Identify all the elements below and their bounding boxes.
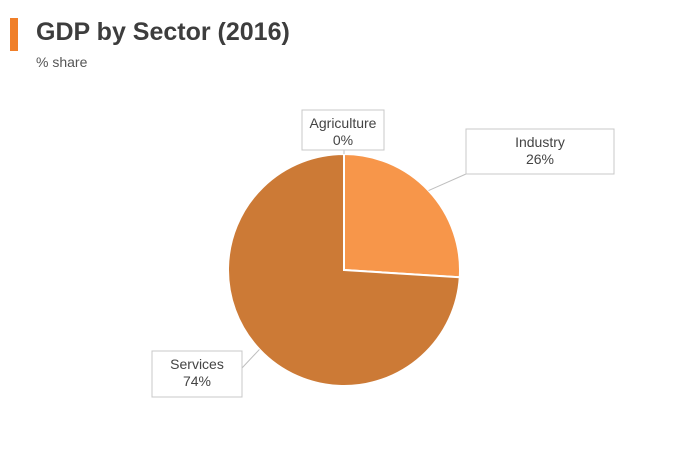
data-label-name-agriculture: Agriculture xyxy=(310,115,377,131)
pie-slice-industry xyxy=(343,152,461,279)
data-label-name-industry: Industry xyxy=(515,134,565,150)
title-accent-bar xyxy=(10,18,18,51)
leader-line-services xyxy=(241,349,260,369)
data-label-name-services: Services xyxy=(170,356,224,372)
data-label-box-services xyxy=(151,350,243,398)
data-label-box-agriculture xyxy=(301,109,385,151)
data-label-box-industry xyxy=(465,128,615,175)
data-label-value-industry: 26% xyxy=(526,151,554,167)
data-label-value-agriculture: 0% xyxy=(333,132,353,148)
data-label-value-services: 74% xyxy=(183,373,211,389)
leader-line-industry xyxy=(428,173,467,192)
pie-slice-services xyxy=(227,152,461,387)
chart-subtitle: % share xyxy=(36,54,88,70)
chart-title: GDP by Sector (2016) xyxy=(36,18,290,46)
